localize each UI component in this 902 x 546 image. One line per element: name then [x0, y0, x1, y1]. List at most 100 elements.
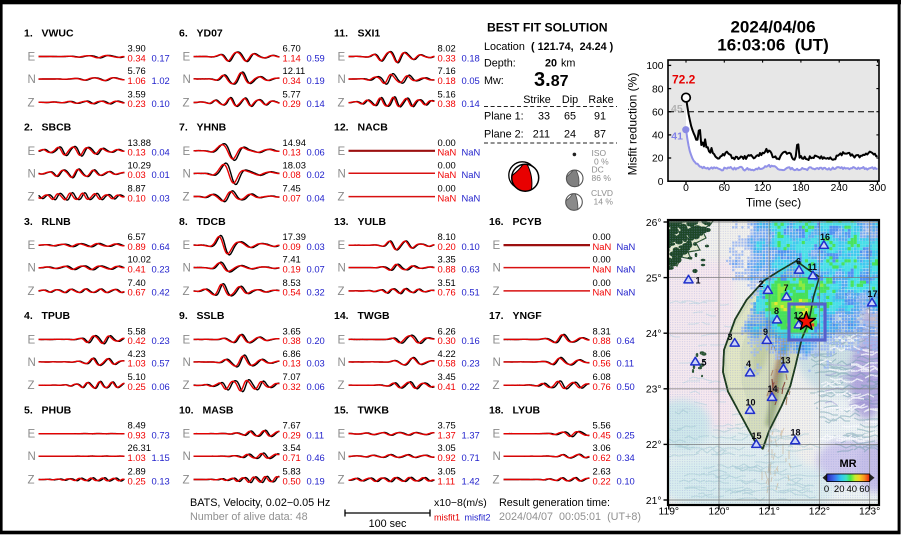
svg-text:0.20: 0.20 [438, 241, 456, 252]
svg-text:10.: 10. [179, 405, 194, 417]
svg-text:Z: Z [183, 192, 190, 204]
svg-text:87: 87 [594, 129, 606, 141]
svg-text:3.87: 3.87 [534, 69, 569, 91]
svg-text:N: N [338, 451, 346, 463]
svg-text:0.18: 0.18 [462, 52, 480, 63]
svg-text:0.71: 0.71 [283, 452, 301, 463]
svg-text:0.00: 0.00 [593, 254, 611, 265]
svg-text:E: E [28, 429, 36, 441]
svg-text:0.10: 0.10 [462, 241, 480, 252]
svg-text:2.63: 2.63 [593, 466, 611, 477]
svg-text:0.57: 0.57 [152, 358, 170, 369]
svg-text:120°: 120° [708, 507, 729, 518]
svg-text:Z: Z [28, 97, 35, 109]
svg-text:0.13: 0.13 [152, 475, 170, 486]
svg-text:211: 211 [533, 129, 550, 141]
svg-text:0.56: 0.56 [593, 358, 611, 369]
svg-text:18: 18 [791, 428, 801, 438]
svg-text:0.06: 0.06 [307, 147, 325, 158]
svg-text:0.76: 0.76 [593, 381, 611, 392]
svg-text:1.03: 1.03 [128, 358, 146, 369]
svg-text:3.45: 3.45 [438, 371, 456, 382]
svg-text:17.39: 17.39 [283, 231, 306, 242]
svg-text:1.37: 1.37 [462, 430, 480, 441]
svg-text:0.03: 0.03 [128, 169, 146, 180]
svg-text:21°: 21° [646, 496, 662, 507]
svg-text:8: 8 [774, 306, 779, 316]
svg-text:5.83: 5.83 [283, 466, 301, 477]
svg-text:NaN: NaN [593, 287, 612, 298]
svg-text:8.: 8. [179, 216, 188, 228]
svg-text:E: E [28, 240, 36, 252]
svg-text:NaN: NaN [462, 192, 481, 203]
svg-text:7.45: 7.45 [283, 183, 301, 194]
svg-text:9: 9 [763, 327, 768, 337]
svg-text:3.54: 3.54 [283, 442, 301, 453]
svg-text:E: E [183, 240, 191, 252]
svg-text:0.06: 0.06 [152, 381, 170, 392]
svg-text:TPUB: TPUB [42, 310, 71, 322]
svg-text:9.: 9. [179, 310, 188, 322]
svg-text:ISO: ISO [592, 148, 607, 158]
svg-text:CLVD: CLVD [591, 188, 613, 198]
svg-text:11.: 11. [334, 27, 348, 39]
svg-text:N: N [183, 263, 191, 275]
svg-text:1.37: 1.37 [438, 430, 456, 441]
svg-text:0.93: 0.93 [128, 430, 146, 441]
svg-text:3.75: 3.75 [438, 420, 456, 431]
svg-text:25°: 25° [646, 273, 662, 284]
svg-text:E: E [28, 334, 36, 346]
svg-text:7.16: 7.16 [438, 65, 456, 76]
svg-text:0: 0 [824, 484, 829, 495]
svg-text:15: 15 [752, 431, 762, 441]
svg-text:E: E [183, 52, 191, 64]
svg-text:0 %: 0 % [594, 157, 609, 167]
svg-text:12.11: 12.11 [283, 65, 306, 76]
svg-text:NaN: NaN [438, 192, 457, 203]
svg-text:0.18: 0.18 [438, 75, 456, 86]
svg-text:RLNB: RLNB [42, 216, 72, 228]
svg-text:N: N [338, 74, 346, 86]
svg-text:122°: 122° [809, 507, 830, 518]
svg-text:E: E [28, 146, 36, 158]
svg-text:0.51: 0.51 [462, 287, 480, 298]
svg-text:6: 6 [796, 257, 801, 267]
svg-text:SXI1: SXI1 [358, 27, 381, 39]
svg-text:80: 80 [652, 84, 664, 95]
svg-text:2.: 2. [24, 122, 33, 134]
svg-text:0.20: 0.20 [307, 335, 325, 346]
svg-text:60: 60 [859, 484, 870, 495]
svg-text:N: N [493, 263, 501, 275]
svg-text:0.89: 0.89 [128, 241, 146, 252]
svg-text:20: 20 [652, 154, 664, 165]
svg-text:0.25: 0.25 [617, 430, 635, 441]
svg-text:0.62: 0.62 [593, 452, 611, 463]
svg-text:x10−8(m/s): x10−8(m/s) [434, 497, 487, 509]
svg-text:4.22: 4.22 [438, 348, 456, 359]
svg-text:7.07: 7.07 [283, 371, 301, 382]
svg-text:20: 20 [545, 58, 557, 70]
svg-text:0.19: 0.19 [307, 475, 325, 486]
svg-text:N: N [28, 74, 36, 86]
svg-text:Mw:: Mw: [484, 75, 504, 87]
svg-text:0.45: 0.45 [593, 430, 611, 441]
svg-text:17.: 17. [489, 310, 504, 322]
svg-text:3.05: 3.05 [438, 466, 456, 477]
svg-text:NaN: NaN [593, 241, 612, 252]
svg-text:0.00: 0.00 [593, 231, 611, 242]
svg-text:40: 40 [847, 484, 858, 495]
svg-text:N: N [28, 357, 36, 369]
svg-text:0.29: 0.29 [283, 98, 301, 109]
svg-text:7.67: 7.67 [283, 420, 301, 431]
svg-text:0.04: 0.04 [152, 147, 170, 158]
svg-text:0.07: 0.07 [283, 192, 301, 203]
svg-text:7.41: 7.41 [283, 254, 301, 265]
svg-text:0.03: 0.03 [307, 358, 325, 369]
svg-text:10.02: 10.02 [128, 254, 151, 265]
svg-text:7.: 7. [179, 122, 188, 134]
svg-text:2: 2 [759, 279, 764, 289]
svg-text:2.89: 2.89 [128, 466, 146, 477]
svg-text:0.19: 0.19 [283, 263, 301, 274]
svg-text:40: 40 [652, 131, 664, 142]
svg-text:0.05: 0.05 [462, 75, 480, 86]
